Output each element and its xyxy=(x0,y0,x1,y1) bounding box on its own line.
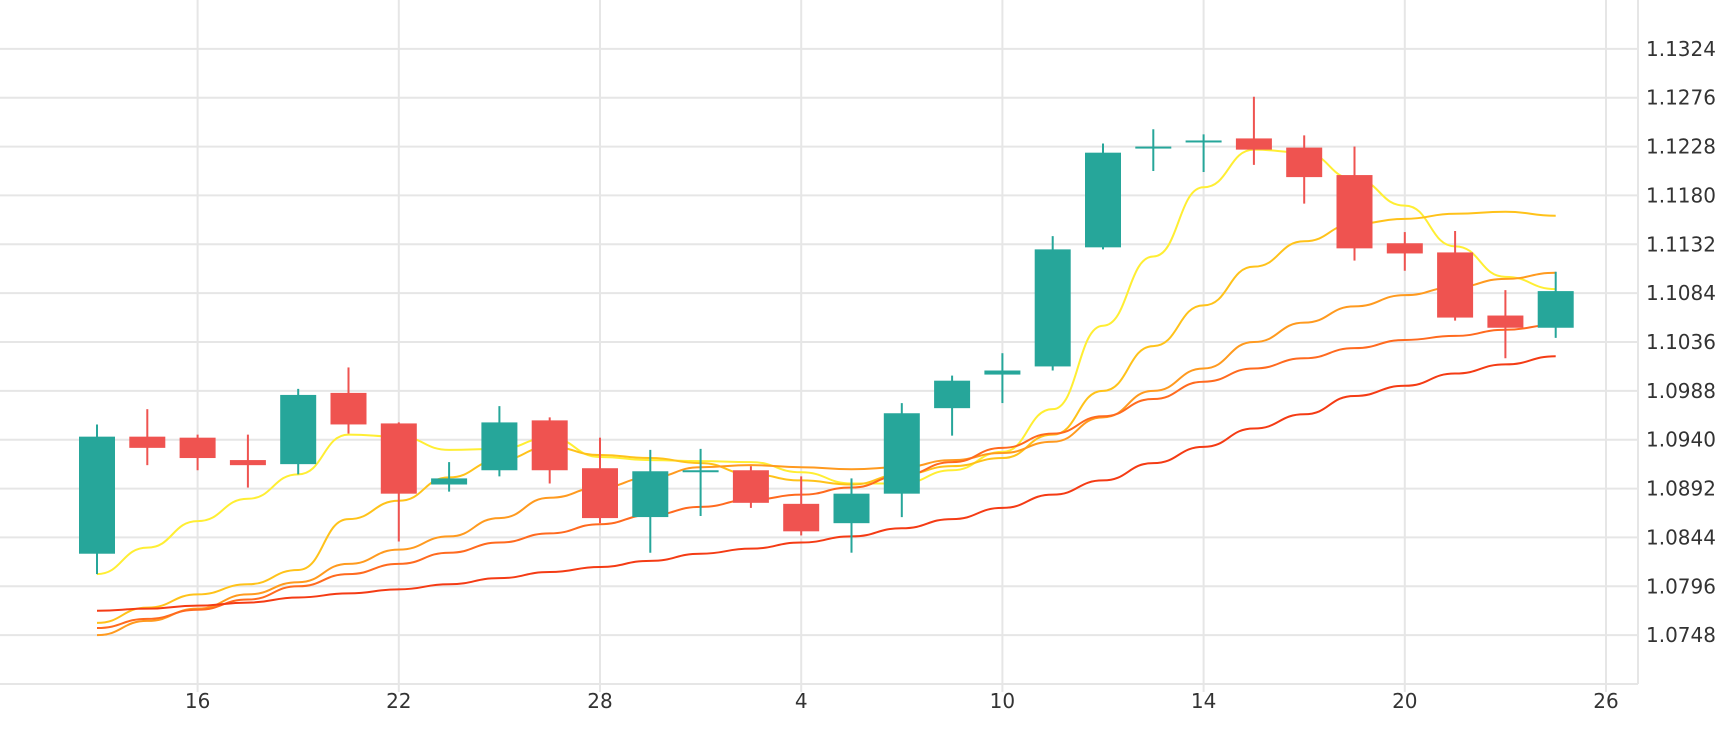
candle-body xyxy=(1034,249,1071,367)
y-tick-label: 1.0844 xyxy=(1646,525,1716,549)
candle xyxy=(1386,232,1423,271)
candle-body xyxy=(1286,147,1323,178)
candle xyxy=(1487,290,1524,359)
candle-body xyxy=(280,394,317,465)
candle xyxy=(280,388,317,475)
y-tick-label: 1.1276 xyxy=(1646,86,1716,110)
candle-body xyxy=(129,436,166,448)
x-tick-label: 22 xyxy=(386,689,411,713)
candle-body xyxy=(531,420,568,471)
candle-body xyxy=(984,370,1021,375)
candles-layer xyxy=(79,96,1574,575)
candle-body xyxy=(1386,243,1423,254)
x-tick-label: 20 xyxy=(1392,689,1417,713)
candle-body xyxy=(682,470,719,473)
y-tick-label: 1.1228 xyxy=(1646,135,1716,159)
candle xyxy=(732,466,769,508)
candle-body xyxy=(1135,146,1172,149)
candle-body xyxy=(1437,252,1474,318)
candle-body xyxy=(79,436,115,554)
candle xyxy=(833,478,870,553)
candle xyxy=(1437,231,1474,321)
candle-body xyxy=(1336,175,1373,249)
candle-body xyxy=(783,503,820,532)
candle xyxy=(129,409,166,466)
candle-body xyxy=(179,437,216,459)
candle-body xyxy=(833,493,870,524)
candle xyxy=(330,367,367,434)
candle xyxy=(1235,96,1272,165)
x-tick-label: 10 xyxy=(990,689,1015,713)
candle xyxy=(1537,271,1574,338)
y-tick-label: 1.1180 xyxy=(1646,183,1716,207)
chart-grid xyxy=(0,0,1639,692)
candle-body xyxy=(330,392,367,425)
y-tick-label: 1.1084 xyxy=(1646,281,1716,305)
x-tick-label: 28 xyxy=(587,689,612,713)
candle-body xyxy=(1537,291,1574,328)
candle xyxy=(1336,146,1373,261)
candle xyxy=(79,424,115,575)
candle xyxy=(179,434,216,471)
candle xyxy=(632,449,669,553)
y-tick-label: 1.0796 xyxy=(1646,574,1716,598)
candle-body xyxy=(732,470,769,503)
candle-body xyxy=(1185,140,1222,143)
candle-body xyxy=(582,468,618,519)
y-axis: 1.0748 1.0796 1.0844 1.0892 1.0940 1.0988 1.10… xyxy=(1646,37,1716,647)
candle xyxy=(1185,134,1222,173)
candle-body xyxy=(632,471,669,518)
x-tick-label: 4 xyxy=(795,689,808,713)
candle xyxy=(883,403,920,518)
moving-average-line-3 xyxy=(96,271,1556,637)
candle xyxy=(1135,129,1172,171)
candle xyxy=(531,417,568,484)
candle-body xyxy=(1085,152,1121,248)
candle xyxy=(229,434,266,488)
y-tick-label: 1.0748 xyxy=(1646,623,1716,647)
candle xyxy=(682,448,719,517)
candle xyxy=(984,353,1021,404)
moving-average-lines xyxy=(96,148,1556,637)
candle-body xyxy=(481,422,518,471)
candle xyxy=(783,476,820,536)
x-tick-label: 16 xyxy=(185,689,210,713)
candle xyxy=(1034,236,1071,371)
moving-average-line-5 xyxy=(96,355,1556,612)
candle-body xyxy=(1235,138,1272,150)
candle-body xyxy=(934,380,971,409)
y-tick-label: 1.0892 xyxy=(1646,477,1716,501)
candle xyxy=(1286,135,1323,204)
candle xyxy=(380,422,417,542)
y-tick-label: 1.0940 xyxy=(1646,428,1716,452)
y-tick-label: 1.1036 xyxy=(1646,330,1716,354)
candle-body xyxy=(431,478,468,485)
moving-average-line-2 xyxy=(96,210,1556,624)
y-tick-label: 1.1132 xyxy=(1646,232,1716,256)
y-tick-label: 1.0988 xyxy=(1646,379,1716,403)
candle-body xyxy=(229,460,266,466)
candle-body xyxy=(883,413,920,494)
candle-body xyxy=(380,423,417,494)
candle xyxy=(431,462,468,492)
x-axis: 16 22 28 4 10 14 20 26 xyxy=(185,689,1619,713)
candle xyxy=(934,375,971,436)
candle xyxy=(481,406,518,477)
candle xyxy=(582,437,618,524)
moving-average-line-4 xyxy=(96,323,1556,630)
candle-body xyxy=(1487,315,1524,328)
x-tick-label: 26 xyxy=(1593,689,1618,713)
x-tick-label: 14 xyxy=(1191,689,1216,713)
y-tick-label: 1.1324 xyxy=(1646,37,1716,61)
candle xyxy=(1085,143,1121,250)
